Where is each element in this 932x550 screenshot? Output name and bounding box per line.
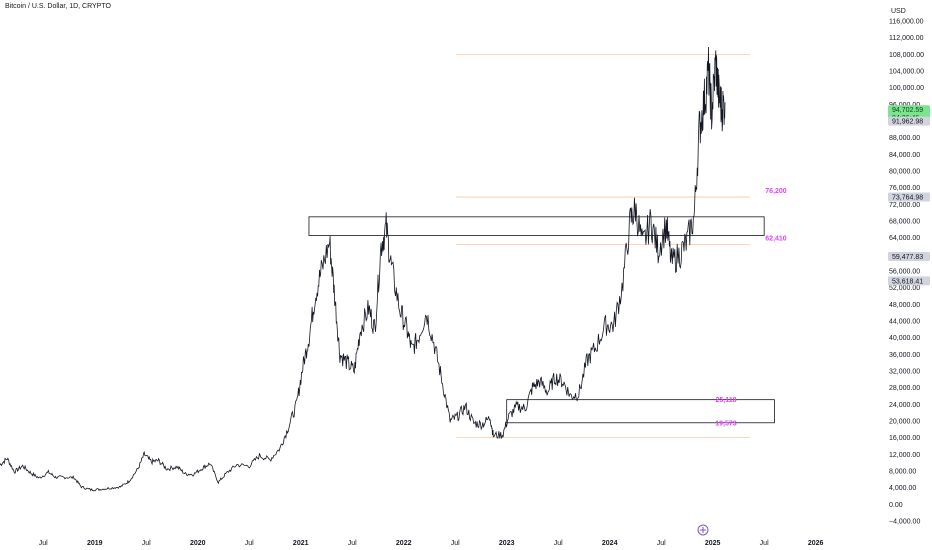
y-tick-label: 88,000.00	[889, 135, 920, 142]
svg-text:94,702.59: 94,702.59	[892, 107, 923, 114]
y-tick-label: 44,000.00	[889, 319, 920, 326]
x-tick-label: 2020	[190, 540, 206, 547]
zone-level-label: 25,118	[715, 397, 736, 404]
svg-text:59,477.83: 59,477.83	[892, 254, 923, 261]
y-tick-label: 36,000.00	[889, 352, 920, 359]
currency-label: USD	[891, 8, 906, 15]
price-axis[interactable]: USD −4,000.00 0.00 4,000.00 8,000.00 12,000.…	[889, 8, 924, 526]
y-tick-label: 80,000.00	[889, 169, 920, 176]
zone-level-label: 19,573	[715, 420, 737, 427]
price-badge: 53,618.41	[888, 276, 930, 286]
x-tick-label: Jul	[348, 540, 357, 547]
price-badge: 91,962.98	[888, 116, 930, 126]
time-marker-icon[interactable]	[697, 524, 709, 536]
level-label: 62,410	[765, 235, 787, 242]
y-tick-label: 116,000.00	[889, 19, 924, 26]
y-tick-label: 4,000.00	[889, 485, 916, 492]
svg-text:73,764.98: 73,764.98	[892, 194, 923, 201]
svg-text:53,618.41: 53,618.41	[892, 278, 923, 285]
price-badge: 73,764.98	[888, 192, 930, 202]
y-tick-label: −4,000.00	[889, 519, 920, 526]
x-tick-label: Jul	[39, 540, 48, 547]
price-badge: 59,477.83	[888, 252, 930, 262]
y-tick-label: 108,000.00	[889, 52, 924, 59]
y-tick-label: 8,000.00	[889, 469, 916, 476]
x-tick-label: 2024	[602, 540, 618, 547]
x-tick-label: Jul	[657, 540, 666, 547]
y-tick-label: 76,000.00	[889, 185, 920, 192]
y-tick-label: 24,000.00	[889, 402, 920, 409]
x-tick-label: 2026	[808, 540, 824, 547]
level-label: 76,200	[765, 188, 787, 195]
y-tick-label: 28,000.00	[889, 385, 920, 392]
series-layer	[0, 46, 726, 492]
price-badges: 94,702.5904:26:4691,962.9873,764.9859,47…	[888, 105, 930, 286]
y-tick-label: 0.00	[889, 502, 903, 509]
y-tick-label: 20,000.00	[889, 419, 920, 426]
x-tick-label: 2023	[499, 540, 515, 547]
levels-layer: 76,200 62,410	[456, 53, 787, 439]
y-tick-label: 84,000.00	[889, 152, 920, 159]
x-tick-label: 2025	[705, 540, 721, 547]
price-badge: 94,702.59	[888, 105, 930, 115]
y-tick-label: 100,000.00	[889, 85, 924, 92]
x-tick-label: Jul	[760, 540, 769, 547]
y-tick-label: 104,000.00	[889, 69, 924, 76]
time-axis[interactable]: Jul 2019 Jul 2020 Jul 2021 Jul 2022 Jul 2023 Jul 20…	[39, 540, 824, 547]
y-tick-label: 52,000.00	[889, 285, 920, 292]
zones-layer: 25,118 19,573	[308, 216, 775, 427]
x-tick-label: Jul	[554, 540, 563, 547]
y-tick-label: 56,000.00	[889, 269, 920, 276]
y-tick-label: 72,000.00	[889, 202, 920, 209]
x-tick-label: Jul	[142, 540, 151, 547]
y-tick-label: 68,000.00	[889, 219, 920, 226]
y-tick-label: 64,000.00	[889, 235, 920, 242]
y-tick-label: 40,000.00	[889, 335, 920, 342]
y-tick-label: 48,000.00	[889, 302, 920, 309]
x-tick-label: Jul	[451, 540, 460, 547]
x-tick-label: 2019	[87, 540, 103, 547]
y-tick-label: 32,000.00	[889, 369, 920, 376]
x-tick-label: 2021	[293, 540, 309, 547]
svg-text:91,962.98: 91,962.98	[892, 119, 923, 126]
y-tick-label: 12,000.00	[889, 452, 920, 459]
x-tick-label: Jul	[245, 540, 254, 547]
y-tick-label: 112,000.00	[889, 35, 924, 42]
chart-title: Bitcoin / U.S. Dollar, 1D, CRYPTO	[5, 3, 111, 10]
price-series-line	[0, 46, 726, 492]
y-tick-label: 16,000.00	[889, 435, 920, 442]
x-tick-label: 2022	[396, 540, 412, 547]
support-resistance-zone[interactable]	[308, 216, 765, 236]
support-resistance-zone[interactable]	[506, 399, 775, 424]
